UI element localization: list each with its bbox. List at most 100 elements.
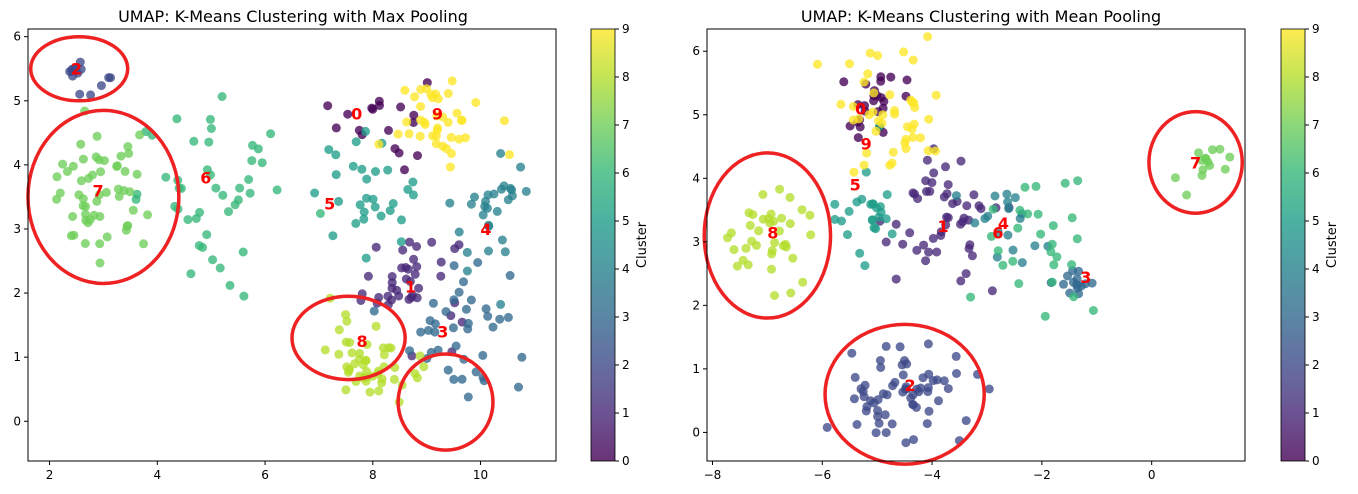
data-point <box>984 384 994 394</box>
data-point <box>891 219 901 229</box>
data-point <box>432 125 442 135</box>
data-point <box>747 236 757 246</box>
data-point <box>862 402 872 412</box>
data-point <box>76 176 86 186</box>
data-point <box>1182 190 1192 200</box>
data-point <box>355 200 365 210</box>
colorbar-tick-label: 9 <box>1312 22 1320 36</box>
x-tick-label: 4 <box>153 468 161 482</box>
data-point <box>1030 241 1040 251</box>
data-point <box>443 117 453 127</box>
axes-frame <box>27 28 557 462</box>
y-tick-label: 3 <box>13 222 21 236</box>
data-point <box>208 255 218 265</box>
data-point <box>932 247 942 257</box>
data-point <box>128 205 138 215</box>
data-point <box>104 73 114 83</box>
data-point <box>941 162 950 172</box>
data-point <box>1049 260 1059 270</box>
colorbar-tick-label: 2 <box>1312 358 1320 372</box>
colorbar-label: Cluster <box>635 221 650 268</box>
data-point <box>923 339 933 349</box>
data-point <box>374 386 384 396</box>
data-point <box>1194 148 1203 158</box>
data-point <box>323 101 333 111</box>
data-point <box>96 81 106 91</box>
y-tick-label: 2 <box>13 286 21 300</box>
data-point <box>78 194 88 204</box>
data-point <box>58 159 68 169</box>
data-point <box>334 325 344 335</box>
data-point <box>1087 278 1097 288</box>
data-point <box>797 205 807 215</box>
data-point <box>865 48 875 58</box>
data-point <box>748 210 758 220</box>
data-point <box>68 71 78 81</box>
data-point <box>948 199 958 209</box>
data-point <box>1031 181 1041 191</box>
data-point <box>1170 173 1180 183</box>
data-point <box>1046 247 1056 257</box>
data-point <box>1047 239 1057 249</box>
data-point <box>348 161 358 171</box>
colorbar-label: Cluster <box>1325 221 1340 268</box>
data-point <box>462 247 472 257</box>
highlight-circle <box>1147 109 1245 215</box>
cluster-label: 4 <box>998 214 1009 233</box>
data-point <box>365 387 375 397</box>
data-point <box>438 112 448 122</box>
data-point <box>1072 234 1082 244</box>
colorbar-tick-label: 0 <box>1312 454 1320 468</box>
data-point <box>913 194 923 204</box>
data-point <box>430 327 440 337</box>
data-point <box>368 194 378 204</box>
data-point <box>1010 193 1020 203</box>
colorbar-tick-label: 9 <box>622 22 630 36</box>
data-point <box>466 199 476 209</box>
data-point <box>484 246 493 256</box>
cluster-label: 9 <box>432 105 443 124</box>
data-point <box>959 213 969 223</box>
data-point <box>215 263 225 273</box>
data-point <box>224 207 233 217</box>
data-point <box>86 90 96 100</box>
data-point <box>1036 229 1046 239</box>
data-point <box>941 220 951 230</box>
data-point <box>900 138 910 148</box>
data-point <box>741 243 751 253</box>
x-tick-label: −6 <box>813 468 831 482</box>
data-point <box>119 186 129 195</box>
data-point <box>1033 209 1043 219</box>
data-point <box>980 214 990 224</box>
highlight-circle <box>28 34 130 103</box>
data-point <box>233 195 243 205</box>
highlight-circle <box>290 294 407 382</box>
data-point <box>387 272 397 281</box>
data-point <box>767 264 776 274</box>
data-point <box>1004 204 1014 214</box>
data-point <box>514 382 523 392</box>
data-point <box>887 229 897 239</box>
data-point <box>374 139 384 149</box>
data-point <box>387 295 396 305</box>
data-point <box>94 190 104 200</box>
data-point <box>505 271 515 280</box>
data-point <box>462 266 472 276</box>
data-point <box>492 206 502 216</box>
data-point <box>970 218 980 228</box>
x-tick-label: 6 <box>261 468 269 482</box>
data-point <box>413 151 422 161</box>
data-point <box>844 206 854 216</box>
data-point <box>859 392 869 402</box>
data-point <box>78 154 88 164</box>
data-point <box>939 376 949 386</box>
data-point <box>924 247 934 257</box>
data-point <box>427 237 437 247</box>
data-point <box>328 231 338 241</box>
data-point <box>331 150 341 160</box>
data-point <box>882 390 892 400</box>
data-point <box>925 186 935 196</box>
data-point <box>371 167 380 176</box>
data-point <box>351 218 361 228</box>
data-point <box>1088 306 1098 315</box>
